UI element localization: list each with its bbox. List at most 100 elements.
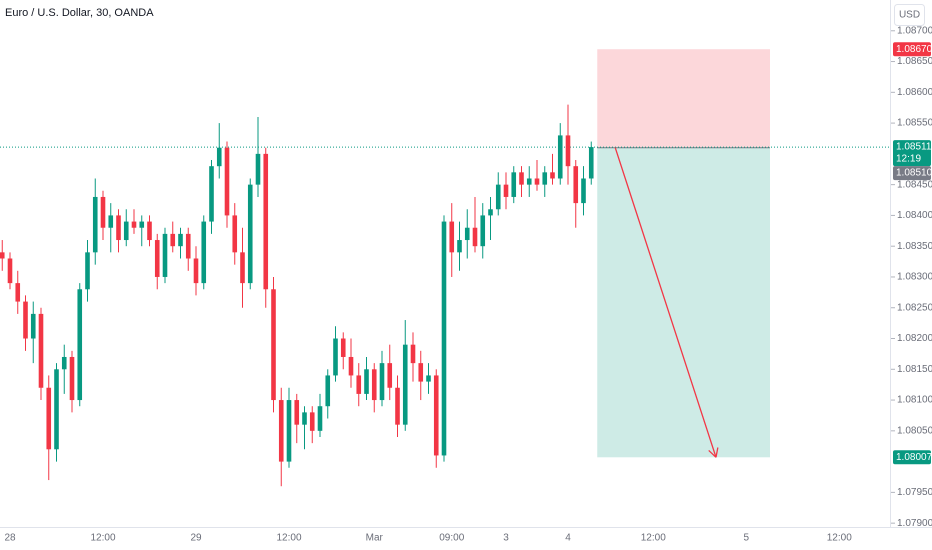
x-tick-label: 3	[503, 533, 509, 544]
candle-body	[30, 313, 36, 339]
candle-body	[457, 240, 462, 253]
candle-body	[418, 363, 424, 382]
candle-body	[581, 178, 586, 204]
x-tick-label: 4	[565, 533, 571, 544]
candle-body	[38, 313, 44, 388]
x-tick-label: 12:00	[276, 533, 301, 544]
y-tick-label: 1.08050	[897, 425, 932, 436]
candle-body	[588, 147, 594, 179]
candle-body	[232, 215, 238, 253]
candle-body	[255, 153, 261, 185]
candle-body	[201, 221, 207, 284]
candle-body	[61, 356, 67, 370]
y-tick-label: 1.08450	[897, 179, 932, 190]
stop-label-box	[893, 42, 931, 57]
y-tick-label: 1.08650	[897, 56, 932, 67]
chart-title: Euro / U.S. Dollar, 30, OANDA	[5, 7, 154, 19]
currency[interactable]: USD	[899, 10, 920, 21]
candle-body	[317, 406, 323, 431]
candle-body	[410, 344, 416, 364]
candle-body	[178, 233, 183, 247]
y-tick-label: 1.08600	[897, 87, 932, 98]
y-tick-label: 1.08550	[897, 118, 932, 129]
candle-body	[100, 196, 106, 228]
candle-body	[0, 252, 5, 259]
candle-body	[449, 221, 455, 253]
candle-body	[565, 135, 571, 167]
candle-body	[271, 289, 276, 401]
candle-body	[162, 233, 168, 277]
x-tick-label: 09:00	[439, 533, 464, 544]
y-tick-label: 1.08350	[897, 241, 932, 252]
candle-body	[123, 221, 129, 241]
candle-body	[472, 227, 478, 247]
candle-body	[286, 400, 292, 462]
candle-body	[131, 221, 137, 228]
candle-body	[395, 387, 400, 425]
candle-body	[209, 166, 214, 222]
candle-body	[309, 412, 315, 431]
candle-body	[46, 387, 52, 450]
x-tick-label: 28	[4, 533, 16, 544]
target-label: 1.08007	[896, 452, 932, 463]
currency-button[interactable]	[894, 4, 925, 26]
target-zone	[597, 147, 770, 458]
candle-body	[278, 400, 284, 462]
y-tick-label: 1.08250	[897, 302, 932, 313]
candle-body	[534, 178, 540, 185]
candle-body	[348, 356, 354, 376]
candle-body	[550, 172, 555, 179]
y-tick-label: 1.08150	[897, 364, 932, 375]
x-tick-label: 12:00	[827, 533, 852, 544]
candle-body	[480, 215, 486, 247]
countdown: 12:19	[896, 154, 921, 165]
candle-body	[340, 338, 346, 357]
candle-body	[247, 184, 253, 284]
candle-body	[356, 375, 362, 394]
candle-body	[92, 196, 98, 253]
y-tick-label: 1.08300	[897, 272, 932, 283]
candle-body	[15, 283, 21, 302]
candle-body	[216, 147, 222, 167]
x-tick-label: 29	[190, 533, 202, 544]
candle-body	[526, 178, 532, 185]
candle-body	[170, 233, 176, 247]
candle-body	[333, 338, 338, 376]
plot-area	[0, 49, 891, 487]
candle-body	[511, 172, 517, 197]
candle-body	[302, 412, 307, 425]
candle-body	[488, 209, 493, 216]
candle-body	[240, 252, 245, 284]
candle-body	[371, 369, 377, 401]
candle-body	[542, 172, 548, 185]
stop-label: 1.08670	[896, 44, 932, 55]
candle-body	[364, 369, 369, 394]
candle-body	[154, 240, 160, 277]
candle-body	[519, 172, 524, 185]
entry-label: 1.08510	[896, 168, 932, 179]
candle-body	[426, 375, 431, 382]
last-price-label: 1.08511	[896, 142, 932, 153]
candle-body	[23, 301, 28, 339]
x-tick-label: 12:00	[641, 533, 666, 544]
candle-body	[69, 356, 75, 401]
entry-label-box	[893, 166, 931, 181]
candle-body	[441, 221, 447, 456]
candle-body	[54, 369, 59, 450]
y-tick-label: 1.07900	[897, 518, 932, 529]
candle-body	[224, 147, 230, 216]
target-label-box	[893, 450, 931, 465]
candle-body	[464, 227, 470, 241]
candle-body	[402, 344, 408, 425]
candle-body	[193, 258, 199, 284]
x-tick-label: 5	[743, 533, 749, 544]
candle-body	[147, 221, 152, 241]
x-tick-label: 12:00	[90, 533, 115, 544]
candle-body	[77, 289, 83, 401]
candle-body	[116, 215, 121, 241]
candle-body	[139, 221, 145, 228]
candle-body	[263, 153, 269, 290]
candle-body	[294, 400, 300, 425]
